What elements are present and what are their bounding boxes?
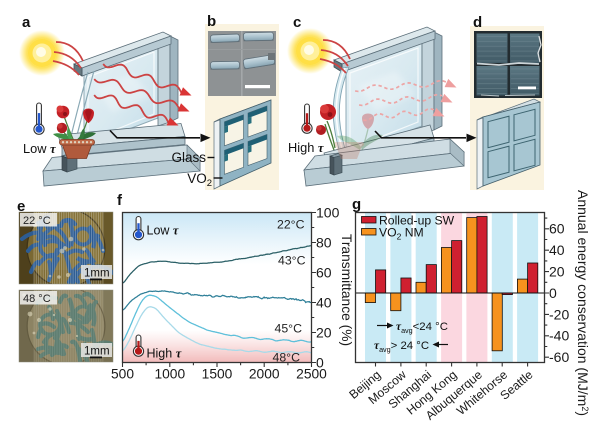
svg-text:1500: 1500 [202,367,233,382]
svg-text:VO2 NM: VO2 NM [379,226,424,242]
svg-text:20: 20 [549,264,565,280]
svg-text:Glass: Glass [171,150,206,165]
svg-text:Low τ: Low τ [147,224,179,238]
svg-text:0: 0 [549,285,557,301]
svg-text:22°C: 22°C [277,218,305,232]
svg-text:τavg<24 °C: τavg<24 °C [396,321,448,335]
svg-text:τavg> 24 °C: τavg> 24 °C [374,340,429,354]
svg-text:100: 100 [316,204,340,220]
svg-text:1mm: 1mm [84,267,110,279]
svg-text:48°C: 48°C [273,351,301,365]
svg-text:60: 60 [549,221,565,237]
svg-text:80: 80 [316,234,332,250]
svg-text:VO2: VO2 [187,171,212,189]
svg-text:0: 0 [316,354,324,370]
svg-text:c: c [293,14,301,31]
svg-text:-40: -40 [549,328,569,344]
svg-text:High τ: High τ [288,140,324,155]
svg-text:e: e [17,198,25,215]
svg-text:500: 500 [111,367,134,382]
svg-text:a: a [22,14,31,31]
svg-text:1mm: 1mm [84,345,110,357]
svg-text:Rolled-up SW: Rolled-up SW [379,214,455,228]
svg-text:High τ: High τ [147,347,182,361]
svg-text:43°C: 43°C [278,254,306,268]
svg-text:40: 40 [316,294,332,310]
svg-text:60: 60 [316,264,332,280]
svg-text:-60: -60 [549,349,569,365]
svg-text:-20: -20 [549,306,569,322]
svg-text:22 °C: 22 °C [23,215,51,227]
svg-text:40: 40 [549,242,565,258]
svg-text:20: 20 [316,324,332,340]
svg-text:b: b [207,13,216,30]
svg-text:48 °C: 48 °C [23,293,51,305]
svg-text:1000: 1000 [154,367,185,382]
svg-text:g: g [352,196,361,213]
svg-text:Transmittance (%): Transmittance (%) [339,234,354,346]
svg-text:f: f [117,192,123,209]
svg-text:2500: 2500 [296,367,327,382]
svg-text:Annual energy conservation (MJ: Annual energy conservation (MJ/m2) [575,190,591,416]
svg-text:45°C: 45°C [275,322,303,336]
svg-text:2000: 2000 [249,367,280,382]
svg-text:Low τ: Low τ [23,141,56,156]
svg-text:d: d [473,14,482,31]
